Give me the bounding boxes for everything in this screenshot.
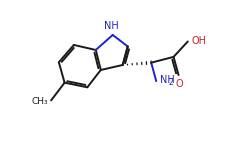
Text: NH: NH <box>104 21 119 31</box>
Text: OH: OH <box>191 36 206 46</box>
Text: NH: NH <box>160 75 174 85</box>
Text: CH₃: CH₃ <box>31 97 48 106</box>
Text: 2: 2 <box>168 78 173 87</box>
Text: O: O <box>175 79 183 89</box>
